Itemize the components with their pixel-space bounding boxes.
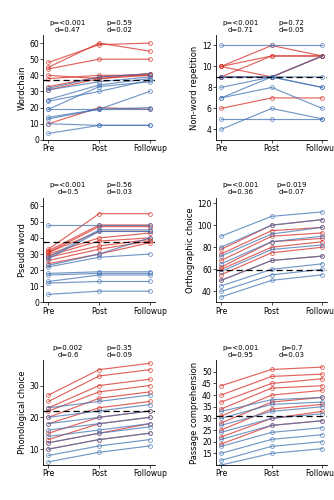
Text: p=0.7
d=0.03: p=0.7 d=0.03 [279,345,305,358]
Text: p=0.56
d=0.03: p=0.56 d=0.03 [106,182,132,196]
Text: p=0.59
d=0.02: p=0.59 d=0.02 [106,20,132,33]
Y-axis label: Wordchain: Wordchain [18,65,27,110]
Text: p=0.002
d=0.6: p=0.002 d=0.6 [53,345,83,358]
Text: p=<0.001
d=0.36: p=<0.001 d=0.36 [222,182,259,196]
Text: p=<0.001
d=0.5: p=<0.001 d=0.5 [50,182,86,196]
Y-axis label: Passage comprehension: Passage comprehension [190,362,199,464]
Text: p=0.72
d=0.05: p=0.72 d=0.05 [279,20,305,33]
Y-axis label: Phonological choice: Phonological choice [18,371,27,454]
Y-axis label: Pseudo word: Pseudo word [18,223,27,277]
Y-axis label: Orthographic choice: Orthographic choice [186,207,194,293]
Y-axis label: Non-word repetition: Non-word repetition [190,46,199,130]
Text: p=0.019
d=0.07: p=0.019 d=0.07 [277,182,307,196]
Text: p=<0.001
d=0.95: p=<0.001 d=0.95 [222,345,259,358]
Text: p=<0.001
d=0.71: p=<0.001 d=0.71 [222,20,259,33]
Text: p=<0.001
d=0.47: p=<0.001 d=0.47 [50,20,86,33]
Text: p=0.35
d=0.09: p=0.35 d=0.09 [106,345,132,358]
